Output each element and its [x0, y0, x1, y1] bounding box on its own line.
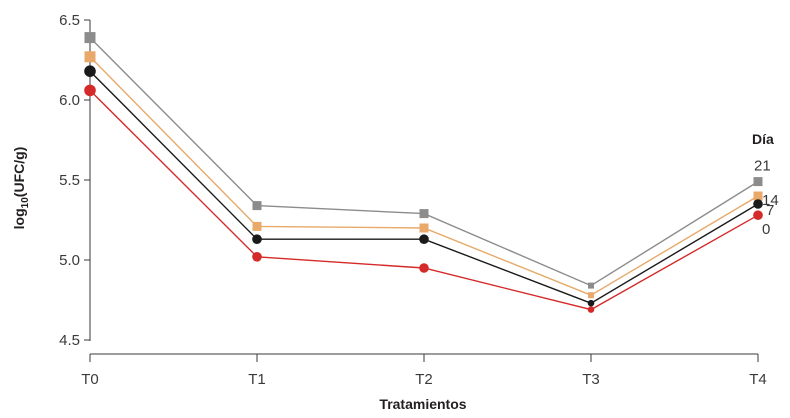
- data-point-0: [587, 306, 595, 313]
- data-point-14: [84, 51, 96, 63]
- x-tick-label: T3: [582, 371, 600, 388]
- end-labels: 21 147 0: [754, 158, 779, 239]
- data-point-0: [419, 263, 429, 273]
- data-point-0: [252, 251, 262, 262]
- x-tick-label: T2: [415, 371, 433, 388]
- data-point-21: [753, 177, 763, 187]
- y-tick-label: 5.0: [59, 252, 80, 269]
- data-point-0: [753, 210, 763, 220]
- data-point-14: [753, 191, 763, 201]
- y-tick-label: 6.5: [59, 12, 80, 29]
- data-point-14: [252, 221, 262, 231]
- series-markers: [84, 32, 763, 313]
- data-point-7: [587, 299, 595, 307]
- y-axis-title-main: log: [11, 208, 27, 229]
- x-tick-label: T0: [81, 371, 99, 388]
- y-tick-label: 5.5: [59, 172, 80, 189]
- axes: 4.5 5.0 5.5 6.0 6.5 T0 T1 T2 T3 T4: [59, 12, 767, 388]
- data-point-7: [753, 199, 763, 209]
- series-label-7: 7: [766, 202, 774, 219]
- y-axis-title-subscript: 10: [20, 197, 31, 209]
- x-tick-label: T1: [248, 371, 266, 388]
- data-point-21: [252, 201, 262, 211]
- data-point-21: [84, 32, 96, 44]
- series-line-14: [89, 56, 759, 296]
- data-point-7: [252, 234, 262, 244]
- y-tick-label: 4.5: [59, 332, 80, 349]
- data-point-14: [588, 292, 594, 299]
- series-label-0: 0: [762, 221, 770, 238]
- series-label-14: 14: [762, 192, 779, 209]
- series-line-21: [89, 37, 759, 287]
- x-axis-title: Tratamientos: [379, 396, 466, 412]
- y-tick-label: 6.0: [59, 92, 80, 109]
- legend-title: Día: [752, 131, 774, 147]
- data-point-21: [419, 209, 429, 219]
- x-tick-label: T4: [749, 371, 767, 388]
- y-axis-title: log10(UFC/g): [11, 147, 31, 230]
- data-point-21: [588, 282, 594, 289]
- data-point-0: [84, 84, 96, 97]
- data-point-7: [419, 234, 429, 244]
- data-point-7: [84, 65, 96, 77]
- data-point-14: [419, 223, 429, 233]
- y-axis-title-rest: (UFC/g): [11, 147, 27, 198]
- series-line-0: [89, 89, 759, 311]
- series-label-21: 21: [754, 158, 771, 175]
